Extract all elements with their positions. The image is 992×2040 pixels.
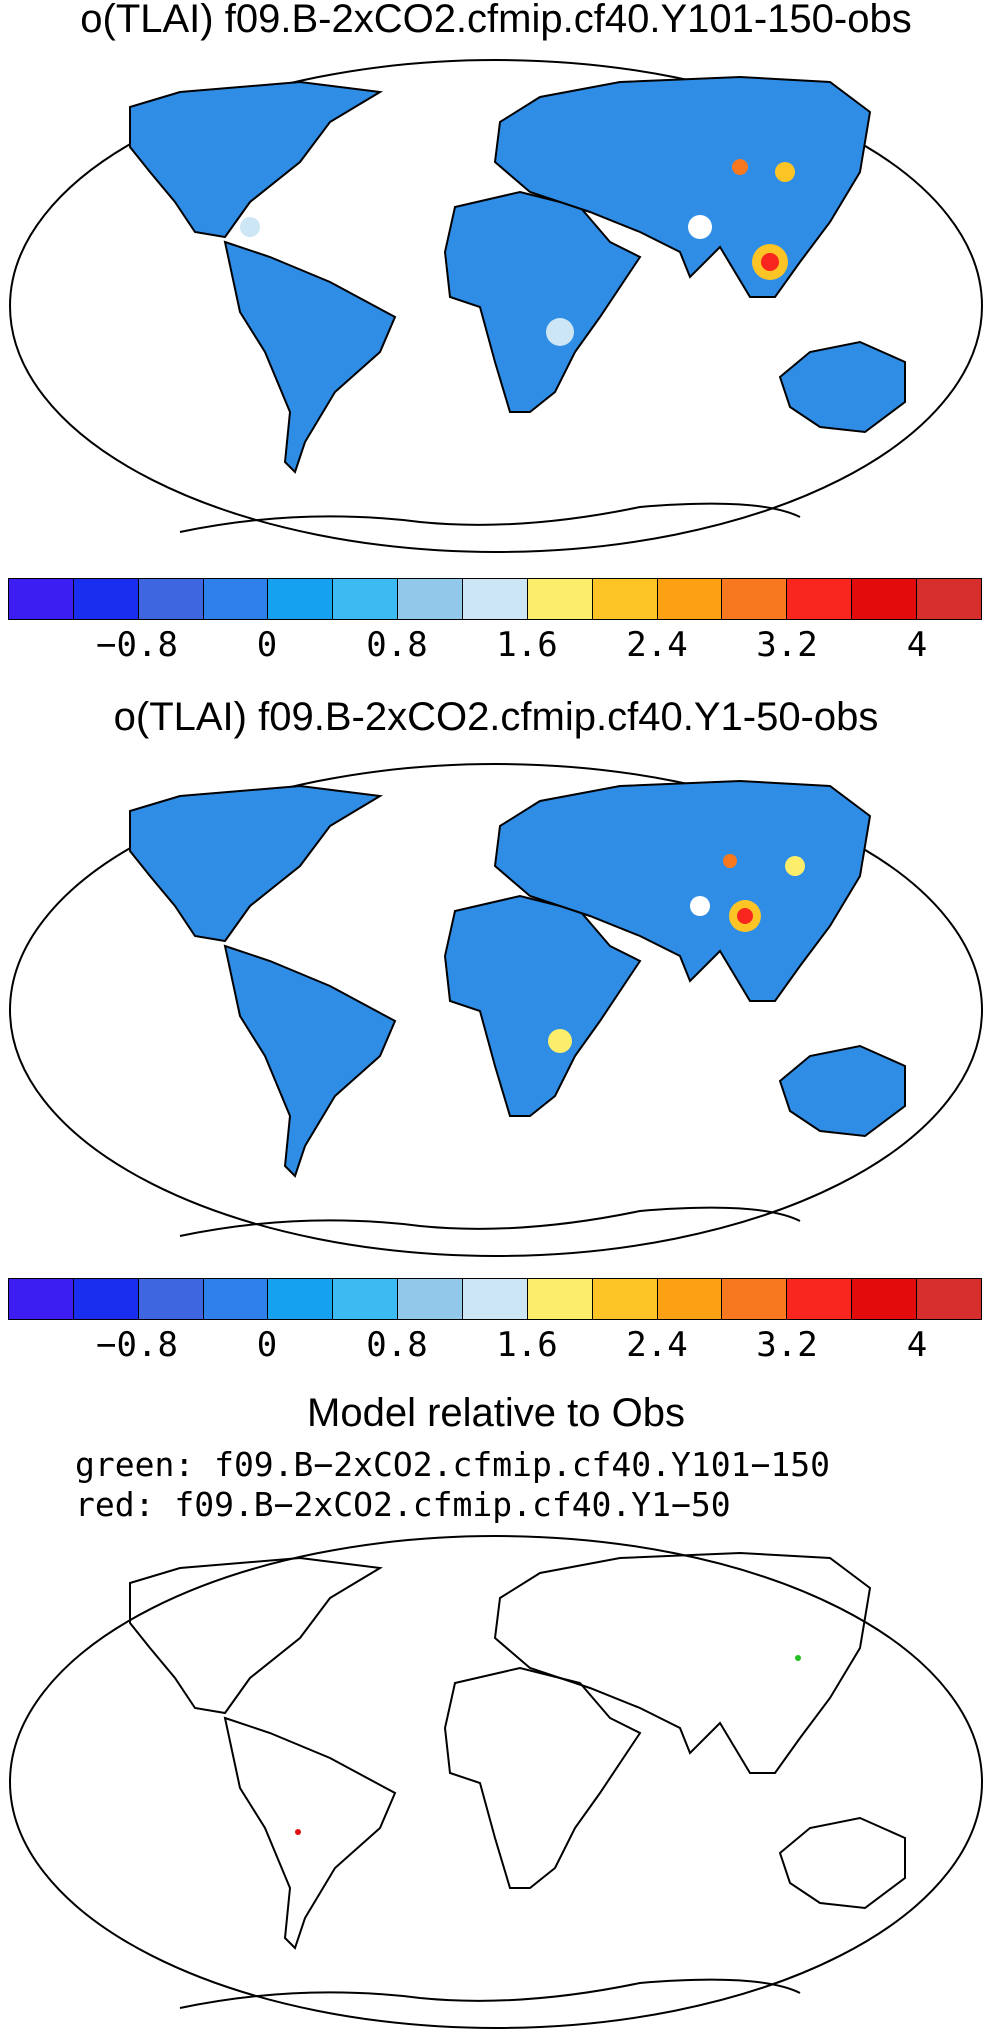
map-content-3 bbox=[9, 1535, 983, 2029]
panel2-title: o(TLAI) f09.B-2xCO2.cfmip.cf40.Y1-50-obs bbox=[113, 695, 879, 739]
colorbar-swatch bbox=[9, 1279, 74, 1319]
colorbar-swatch bbox=[333, 579, 399, 619]
colorbar-swatch bbox=[398, 579, 464, 619]
legend-red: red: f09.B−2xCO2.cfmip.cf40.Y1−50 bbox=[75, 1485, 731, 1524]
map-panel-2 bbox=[9, 763, 983, 1257]
colorbar-1 bbox=[8, 578, 982, 620]
colorbar-swatch bbox=[722, 1279, 788, 1319]
colorbar-swatch bbox=[852, 1279, 918, 1319]
colorbar-swatch bbox=[722, 579, 788, 619]
map-content-1 bbox=[9, 59, 983, 553]
colorbar-swatch bbox=[138, 579, 204, 619]
tick-label: 0.8 bbox=[366, 625, 428, 665]
hotspots-2 bbox=[548, 854, 805, 1053]
colorbar-swatch bbox=[527, 1279, 593, 1319]
tick-label: 0.8 bbox=[366, 1325, 428, 1365]
colorbar-swatch bbox=[592, 1279, 658, 1319]
panel3-title: Model relative to Obs bbox=[307, 1391, 685, 1435]
panel1-title: o(TLAI) f09.B-2xCO2.cfmip.cf40.Y101-150-… bbox=[80, 0, 912, 41]
hotspots-1 bbox=[240, 159, 795, 346]
colorbar-swatch bbox=[463, 1279, 528, 1319]
colorbar-swatch bbox=[9, 579, 74, 619]
colorbar-swatch bbox=[203, 579, 269, 619]
colorbar-swatch bbox=[657, 579, 723, 619]
colorbar-swatch bbox=[657, 1279, 723, 1319]
colorbar-swatch bbox=[527, 579, 593, 619]
tick-label: 3.2 bbox=[756, 625, 818, 665]
red-marker bbox=[295, 1829, 301, 1835]
colorbar-ticks-1: −0.8 0 0.8 1.6 2.4 3.2 4 bbox=[0, 625, 992, 665]
tick-label: −0.8 bbox=[96, 625, 178, 665]
tick-label: 0 bbox=[256, 625, 278, 665]
colorbar-swatch bbox=[917, 579, 981, 619]
map-panel-1 bbox=[9, 59, 983, 553]
tick-label: 4 bbox=[906, 1325, 928, 1365]
tick-label: 1.6 bbox=[496, 1325, 558, 1365]
tick-label: 1.6 bbox=[496, 625, 558, 665]
colorbar-swatch bbox=[787, 579, 853, 619]
colorbar-swatch bbox=[592, 579, 658, 619]
colorbar-swatch bbox=[333, 1279, 399, 1319]
colorbar-swatch bbox=[463, 579, 528, 619]
colorbar-swatch bbox=[268, 1279, 334, 1319]
tick-label: 4 bbox=[906, 625, 928, 665]
colorbar-2 bbox=[8, 1278, 982, 1320]
colorbar-swatch bbox=[203, 1279, 269, 1319]
green-marker bbox=[795, 1655, 801, 1661]
colorbar-ticks-2: −0.8 0 0.8 1.6 2.4 3.2 4 bbox=[0, 1325, 992, 1365]
tick-label: 2.4 bbox=[626, 625, 688, 665]
tick-label: 0 bbox=[256, 1325, 278, 1365]
tick-label: 3.2 bbox=[756, 1325, 818, 1365]
map-content-2 bbox=[9, 763, 983, 1257]
tick-label: 2.4 bbox=[626, 1325, 688, 1365]
map-panel-3 bbox=[9, 1535, 983, 2029]
colorbar-swatch bbox=[398, 1279, 464, 1319]
tick-label: −0.8 bbox=[96, 1325, 178, 1365]
colorbar-swatch bbox=[73, 1279, 139, 1319]
colorbar-swatch bbox=[268, 579, 334, 619]
colorbar-swatch bbox=[73, 579, 139, 619]
colorbar-swatch bbox=[917, 1279, 981, 1319]
colorbar-swatch bbox=[787, 1279, 853, 1319]
legend-green: green: f09.B−2xCO2.cfmip.cf40.Y101−150 bbox=[75, 1445, 830, 1484]
colorbar-swatch bbox=[138, 1279, 204, 1319]
colorbar-swatch bbox=[852, 579, 918, 619]
